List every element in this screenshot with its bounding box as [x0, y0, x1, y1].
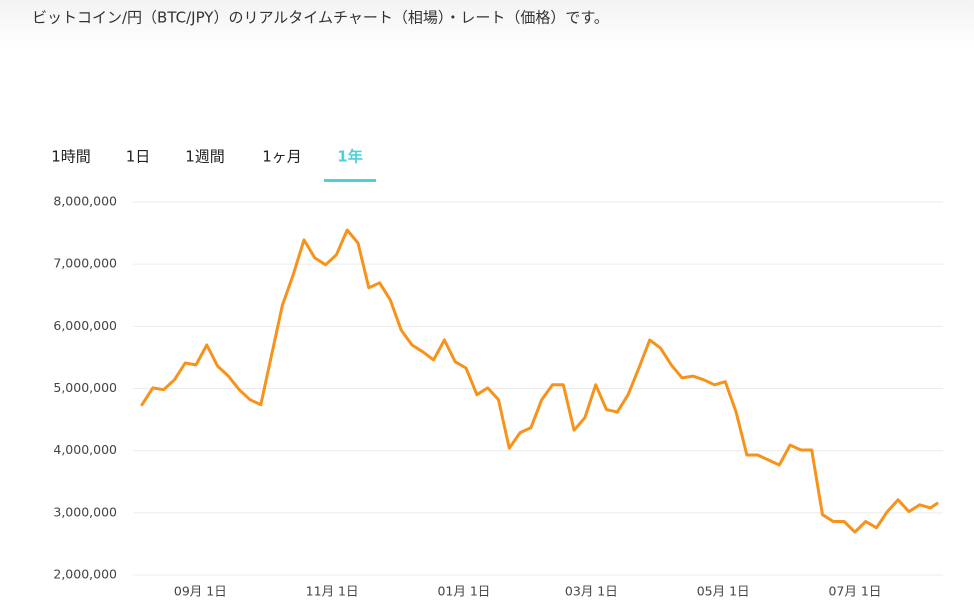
tab[interactable]: 1日 [126, 148, 151, 166]
x-tick-label: 11月 1日 [306, 584, 359, 599]
y-tick-label: 3,000,000 [53, 504, 117, 519]
tab[interactable]: 1時間 [51, 148, 91, 166]
y-tick-label: 2,000,000 [53, 567, 117, 582]
tab[interactable]: 1ヶ月 [262, 148, 302, 166]
price-line [140, 228, 939, 534]
y-tick-label: 8,000,000 [53, 194, 117, 209]
y-tick-label: 6,000,000 [53, 318, 117, 333]
x-tick-label: 05月 1日 [697, 584, 750, 599]
tab[interactable]: 1週間 [185, 148, 225, 166]
y-tick-label: 4,000,000 [53, 442, 117, 457]
y-tick-label: 7,000,000 [53, 256, 117, 271]
x-tick-label: 03月 1日 [565, 584, 618, 599]
x-tick-label: 07月 1日 [828, 584, 881, 599]
x-tick-label: 09月 1日 [174, 584, 227, 599]
description: ビットコイン/円（BTC/JPY）のリアルタイムチャート（相場）・レート（価格）… [32, 9, 609, 27]
x-tick-label: 01月 1日 [437, 584, 490, 599]
tab[interactable]: 1年 [337, 148, 362, 166]
header-bg [0, 0, 974, 50]
y-tick-label: 5,000,000 [53, 380, 117, 395]
tab-indicator [324, 179, 376, 182]
